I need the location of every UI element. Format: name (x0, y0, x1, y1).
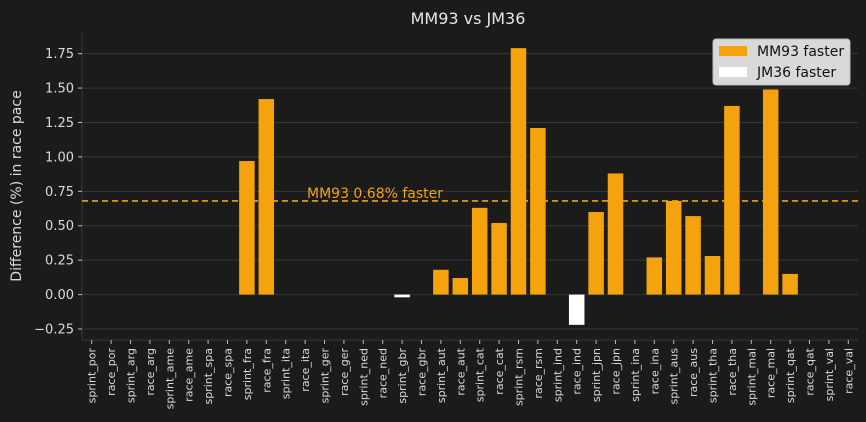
x-tick-label: race_qat (804, 347, 817, 395)
bar-race_fra (258, 99, 275, 295)
y-tick-label: 0.75 (45, 185, 74, 200)
x-tick-label: race_ned (377, 348, 390, 398)
x-tick-label: race_aus (687, 348, 700, 397)
y-tick-label: 0.25 (45, 254, 74, 269)
chart-title: MM93 vs JM36 (411, 9, 526, 28)
x-tick-label: sprint_cat (474, 347, 487, 402)
x-tick-label: race_fra (260, 348, 273, 393)
bar-sprint_fra (239, 161, 255, 295)
bar-race_ind (568, 294, 585, 325)
x-tick-label: race_arg (144, 348, 157, 396)
x-tick-label: sprint_por (86, 348, 99, 404)
reference-line-group: MM93 0.68% faster (82, 186, 858, 202)
y-tick-label: 1.75 (45, 47, 74, 62)
bar-sprint_aus (665, 200, 682, 295)
x-tick-label: race_ame (183, 348, 196, 402)
x-tick-label: sprint_qat (784, 347, 797, 403)
x-tick-label: sprint_val (823, 348, 836, 401)
x-tick-label: sprint_ger (319, 348, 332, 404)
legend-swatch-jm36 (719, 67, 747, 77)
y-tick-label: 1.50 (45, 82, 74, 97)
bar-sprint_rsm (510, 48, 527, 295)
bar-race_mal (762, 89, 779, 295)
x-tick-label: sprint_jpn (590, 348, 603, 402)
bar-race_rsm (530, 127, 546, 295)
x-tick-label: race_tha (726, 348, 739, 396)
legend: MM93 faster JM36 faster (712, 38, 851, 86)
x-tick-label: race_val (842, 348, 855, 394)
bar-race_aut (452, 278, 469, 295)
bar-race_aus (685, 216, 701, 295)
x-tick-label: sprint_rsm (513, 348, 526, 406)
x-tick-label: sprint_mal (745, 348, 758, 406)
y-tick-label: 1.00 (45, 150, 74, 165)
grid-lines (81, 33, 858, 341)
y-axis-label: Difference (%) in race pace (9, 90, 25, 281)
bar-race_ina (646, 257, 663, 295)
x-tick-label: sprint_aus (668, 348, 681, 405)
bar-sprint_tha (704, 256, 721, 295)
y-tick-label: −0.25 (34, 322, 74, 337)
x-tick-label: sprint_aut (435, 347, 448, 403)
bar-sprint_gbr (394, 294, 410, 298)
x-axis-ticks: sprint_por race_por sprint_arg race_arg spri… (86, 340, 855, 410)
x-tick-label: sprint_arg (125, 348, 138, 403)
bar-race_cat (491, 222, 507, 295)
x-tick-label: race_mal (765, 348, 778, 398)
y-tick-label: 0.00 (45, 288, 74, 303)
x-tick-label: sprint_ind (551, 348, 564, 402)
x-tick-label: race_jpn (610, 348, 623, 395)
legend-label-jm36: JM36 faster (756, 65, 836, 81)
x-tick-label: race_rsm (532, 348, 545, 399)
x-tick-label: race_ina (648, 348, 661, 394)
x-tick-label: sprint_fra (241, 348, 254, 400)
y-tick-label: 1.25 (45, 116, 74, 131)
x-tick-label: sprint_ina (629, 348, 642, 402)
x-tick-label: sprint_ned (357, 348, 370, 406)
x-tick-label: race_ita (299, 348, 312, 392)
y-tick-label: 0.50 (45, 219, 74, 234)
legend-box (712, 38, 851, 86)
x-tick-label: sprint_ita (280, 348, 293, 399)
legend-label-mm93: MM93 faster (757, 44, 844, 60)
bar-sprint_cat (471, 207, 488, 295)
x-tick-label: sprint_gbr (396, 348, 409, 404)
x-tick-label: sprint_tha (707, 348, 720, 403)
x-tick-label: race_gbr (416, 348, 429, 397)
bar-race_jpn (607, 173, 624, 295)
average-reference-label: MM93 0.68% faster (307, 186, 443, 202)
bars (239, 48, 798, 325)
legend-swatch-mm93 (719, 46, 747, 56)
x-tick-label: race_ind (571, 348, 584, 395)
x-tick-label: sprint_ame (163, 348, 176, 410)
bar-race_tha (724, 105, 740, 295)
x-tick-label: race_ger (338, 348, 351, 396)
bar-sprint_jpn (588, 211, 604, 295)
x-tick-label: sprint_spa (202, 348, 215, 405)
x-tick-label: race_aut (454, 347, 467, 395)
y-axis-ticks: −0.25 0.00 0.25 0.50 0.75 1.00 1.25 1.50 1.75 (34, 47, 82, 337)
bar-sprint_aut (433, 269, 449, 295)
x-tick-label: race_cat (493, 347, 506, 394)
x-tick-label: race_por (105, 348, 118, 396)
x-tick-label: race_spa (222, 348, 235, 397)
bar-sprint_qat (782, 273, 798, 295)
